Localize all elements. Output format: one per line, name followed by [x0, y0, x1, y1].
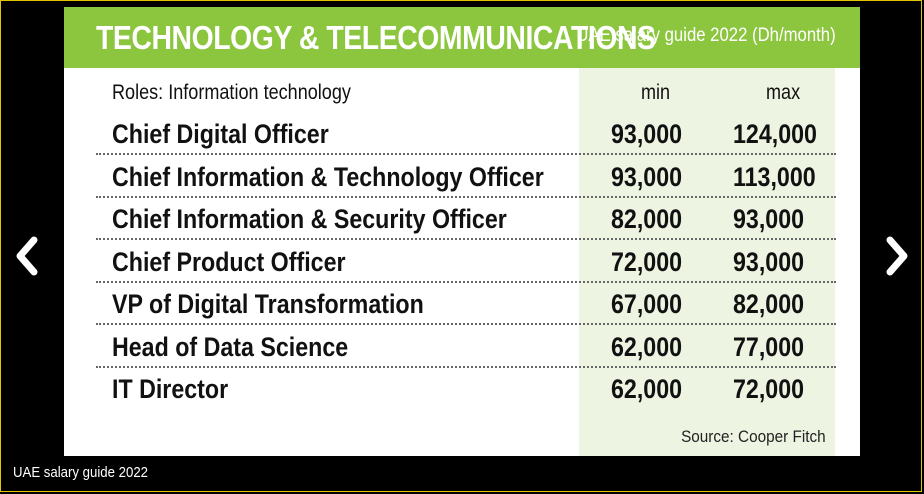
role-name: Head of Data Science: [112, 332, 349, 362]
table-row: IT Director 62,000 72,000: [96, 368, 836, 410]
row-divider: [96, 281, 836, 283]
row-divider: [96, 238, 836, 240]
role-name: Chief Digital Officer: [112, 119, 329, 149]
max-salary: 77,000: [733, 332, 805, 362]
min-header: min: [641, 81, 671, 104]
min-salary: 72,000: [611, 247, 683, 277]
previous-slide-button[interactable]: [12, 236, 42, 276]
max-salary: 82,000: [733, 289, 805, 319]
row-divider: [96, 196, 836, 198]
min-salary: 93,000: [611, 162, 683, 192]
role-name: Chief Product Officer: [112, 247, 346, 277]
table-header-banner: TECHNOLOGY & TELECOMMUNICATIONS UAE sala…: [64, 7, 860, 68]
next-slide-button[interactable]: [882, 236, 912, 276]
row-divider: [96, 153, 836, 155]
role-name: IT Director: [112, 374, 229, 404]
min-salary: 93,000: [611, 119, 683, 149]
role-name: Chief Information & Security Officer: [112, 204, 507, 234]
max-salary: 72,000: [733, 374, 805, 404]
column-header-row: Roles: Information technology min max: [96, 71, 836, 113]
min-salary: 62,000: [611, 332, 683, 362]
role-name: Chief Information & Technology Officer: [112, 162, 544, 192]
table-row: Chief Digital Officer 93,000 124,000: [96, 113, 836, 155]
table-subtitle: UAE salary guide 2022 (Dh/month): [576, 25, 836, 46]
max-header: max: [766, 81, 801, 104]
row-divider: [96, 323, 836, 325]
table-row: Chief Product Officer 72,000 93,000: [96, 241, 836, 283]
salary-table-image: TECHNOLOGY & TELECOMMUNICATIONS UAE sala…: [64, 7, 860, 456]
max-salary: 113,000: [733, 162, 816, 192]
source-note: Source: Cooper Fitch: [681, 427, 826, 446]
min-salary: 62,000: [611, 374, 683, 404]
max-salary: 93,000: [733, 204, 805, 234]
table-row: VP of Digital Transformation 67,000 82,0…: [96, 283, 836, 325]
table-title: TECHNOLOGY & TELECOMMUNICATIONS: [96, 19, 656, 56]
table-row: Chief Information & Technology Officer 9…: [96, 156, 836, 198]
roles-header: Roles: Information technology: [112, 81, 351, 104]
role-name: VP of Digital Transformation: [112, 289, 424, 319]
gallery-caption: UAE salary guide 2022: [13, 464, 149, 481]
table-row: Chief Information & Security Officer 82,…: [96, 198, 836, 240]
table-row: Head of Data Science 62,000 77,000: [96, 326, 836, 368]
max-salary: 124,000: [733, 119, 817, 149]
salary-columns-background: [579, 68, 835, 456]
max-salary: 93,000: [733, 247, 805, 277]
min-salary: 82,000: [611, 204, 683, 234]
chevron-left-icon: [16, 236, 38, 276]
row-divider: [96, 366, 836, 368]
chevron-right-icon: [886, 236, 908, 276]
min-salary: 67,000: [611, 289, 683, 319]
